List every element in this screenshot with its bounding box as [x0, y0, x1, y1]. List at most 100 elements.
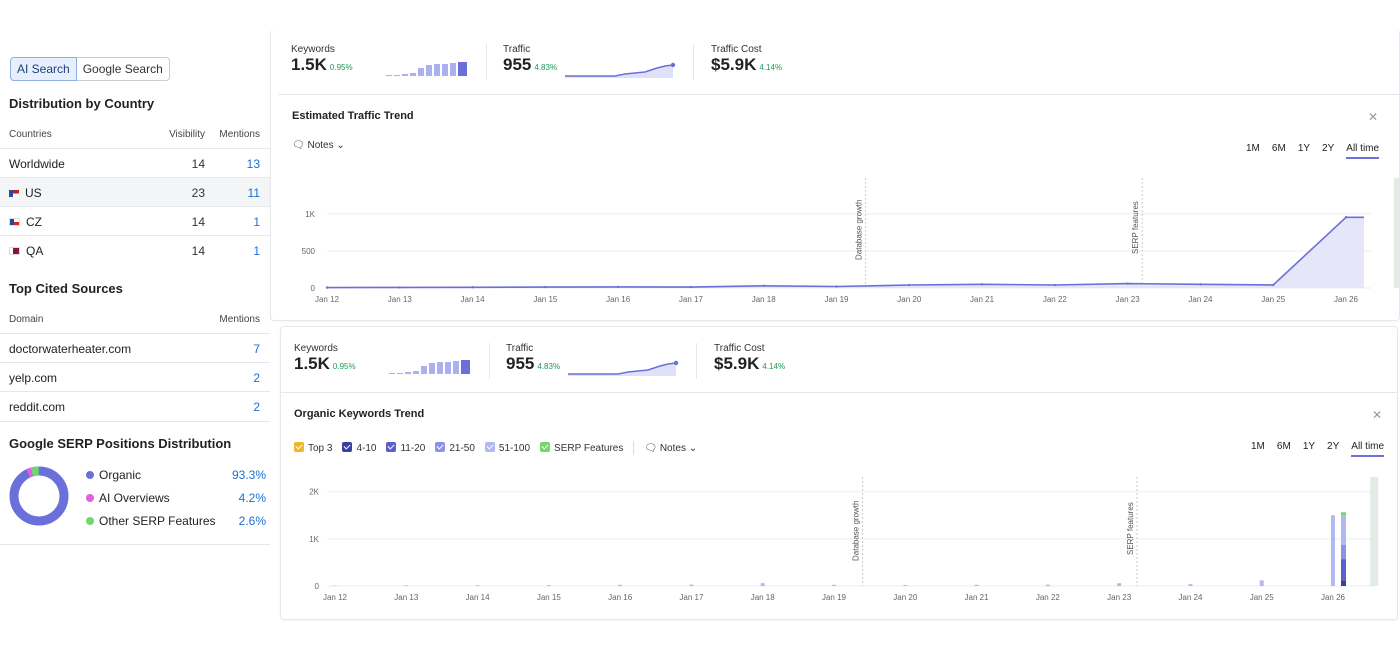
col-visibility[interactable]: Visibility — [169, 129, 205, 140]
period-6m[interactable]: 6M — [1276, 441, 1291, 452]
metric-label: Keywords — [294, 343, 338, 354]
legend-51-100[interactable]: 51-100 — [484, 442, 531, 454]
divider — [696, 343, 697, 379]
col-mentions[interactable]: Mentions — [219, 314, 260, 325]
period-1y[interactable]: 1Y — [1297, 143, 1311, 154]
legend-label: 11-20 — [400, 443, 426, 454]
annotation-label: Database growth — [852, 501, 861, 561]
legend-label: Top 3 — [308, 443, 333, 454]
mentions-link[interactable]: 1 — [253, 215, 260, 229]
x-tick-label: Jan 12 — [315, 295, 340, 304]
period-2y[interactable]: 2Y — [1322, 143, 1335, 154]
keywords-trend-chart[interactable]: 0 1K 2K Database growth SERP features Jan 1… — [281, 469, 1397, 614]
table-row[interactable]: reddit.com 2 — [0, 391, 270, 422]
serp-legend-ai-overviews: AI Overviews 4.2% — [86, 491, 266, 505]
tab-ai-search[interactable]: AI Search — [10, 57, 77, 81]
visibility-value: 14 — [191, 244, 205, 258]
notes-dropdown[interactable]: 🗨 Notes ⌄ — [292, 140, 345, 151]
keyword-bar — [1259, 580, 1264, 586]
mentions-link[interactable]: 2 — [253, 371, 260, 385]
table-row[interactable]: CZ 14 1 — [0, 206, 270, 236]
serp-value: 2.6% — [238, 514, 266, 528]
x-tick-label: Jan 19 — [824, 295, 849, 304]
country-name: Worldwide — [9, 157, 65, 171]
y-tick-label: 2K — [309, 488, 319, 497]
notes-dropdown[interactable]: 🗨 Notes ⌄ — [644, 443, 697, 454]
mentions-link[interactable]: 1 — [253, 244, 260, 258]
table-row[interactable]: doctorwaterheater.com 7 — [0, 333, 270, 363]
organic-dot-icon — [86, 471, 94, 479]
divider — [278, 94, 1399, 95]
keyword-bar — [760, 583, 765, 586]
legend-4-10[interactable]: 4-10 — [342, 442, 376, 454]
close-icon[interactable]: ✕ — [1372, 408, 1383, 422]
keyword-bar — [475, 585, 480, 586]
x-tick-label: Jan 24 — [1178, 593, 1203, 602]
keyword-bar — [689, 584, 694, 586]
period-1m[interactable]: 1M — [1251, 441, 1265, 452]
traffic-trend-chart[interactable]: 0 500 1K Database growth SERP features Jan … — [271, 170, 1399, 315]
serp-value: 4.2% — [238, 491, 266, 505]
period-all-time[interactable]: All time — [1346, 143, 1380, 159]
period-1m[interactable]: 1M — [1246, 143, 1260, 154]
keywords-chart-title: Organic Keywords Trend — [294, 408, 425, 420]
traffic-sparkline — [568, 360, 679, 376]
legend-top3[interactable]: Top 3 — [294, 442, 332, 454]
period-2y[interactable]: 2Y — [1327, 441, 1340, 452]
donut-organic — [9, 466, 69, 526]
keyword-bar — [618, 584, 623, 586]
mentions-link[interactable]: 11 — [247, 186, 260, 200]
traffic-section: Keywords 1.5K 0.95% Traffic 955 4.83% Traf… — [270, 30, 1400, 321]
metric-traffic[interactable]: Traffic 955 4.83% — [503, 44, 557, 75]
domain-name: yelp.com — [9, 371, 58, 385]
metric-traffic[interactable]: Traffic 955 4.83% — [506, 343, 560, 374]
checkbox-icon — [435, 442, 446, 452]
legend-serp-features[interactable]: SERP Features — [540, 442, 623, 454]
metric-change: 4.83% — [534, 63, 558, 72]
legend-label: SERP Features — [554, 443, 624, 454]
metric-keywords[interactable]: Keywords 1.5K 0.95% — [294, 343, 356, 374]
period-all-time[interactable]: All time — [1351, 441, 1385, 457]
keyword-bar-segment — [1341, 515, 1346, 545]
search-type-toggle: AI Search Google Search — [10, 57, 170, 81]
close-icon[interactable]: ✕ — [1368, 110, 1379, 124]
period-1y[interactable]: 1Y — [1302, 441, 1316, 452]
col-domain[interactable]: Domain — [9, 314, 44, 325]
table-row[interactable]: US 23 11 — [0, 177, 270, 207]
keyword-bar — [546, 585, 551, 586]
period-6m[interactable]: 6M — [1271, 143, 1286, 154]
x-tick-label: Jan 19 — [822, 593, 847, 602]
serp-donut-chart — [9, 466, 69, 526]
keyword-bar — [832, 584, 836, 586]
table-row[interactable]: yelp.com 2 — [0, 362, 270, 392]
other-serp-dot-icon — [86, 517, 94, 525]
keyword-bar — [1188, 584, 1193, 586]
period-selector: 1M 6M 1Y 2Y All time — [1246, 143, 1380, 159]
keyword-bar-segment — [1341, 580, 1346, 586]
x-tick-label: Jan 23 — [1116, 295, 1141, 304]
mentions-link[interactable]: 2 — [253, 400, 260, 414]
tab-google-search[interactable]: Google Search — [76, 57, 170, 81]
data-point — [616, 285, 620, 289]
y-tick-label: 500 — [302, 247, 316, 256]
metric-change: 0.95% — [329, 63, 353, 72]
legend-21-50[interactable]: 21-50 — [435, 442, 475, 454]
table-row[interactable]: Worldwide 14 13 — [0, 148, 270, 178]
col-mentions[interactable]: Mentions — [219, 129, 260, 140]
mentions-link[interactable]: 7 — [253, 342, 260, 356]
x-tick-label: Jan 26 — [1334, 295, 1359, 304]
legend-11-20[interactable]: 11-20 — [386, 442, 425, 454]
checkbox-icon — [540, 442, 551, 452]
mentions-link[interactable]: 13 — [246, 157, 260, 171]
us-flag-icon — [9, 190, 19, 197]
x-tick-label: Jan 15 — [533, 295, 558, 304]
data-point — [1126, 282, 1129, 285]
table-row[interactable]: QA 14 1 — [0, 235, 270, 265]
legend-label: 51-100 — [498, 443, 531, 454]
divider — [633, 441, 635, 455]
metric-traffic-cost[interactable]: Traffic Cost $5.9K 4.14% — [714, 343, 785, 374]
keywords-section: Keywords 1.5K 0.95% Traffic 955 4.83% Traf… — [280, 326, 1398, 620]
col-countries[interactable]: Countries — [9, 129, 52, 140]
metric-keywords[interactable]: Keywords 1.5K 0.95% — [291, 44, 353, 75]
metric-traffic-cost[interactable]: Traffic Cost $5.9K 4.14% — [711, 44, 782, 75]
